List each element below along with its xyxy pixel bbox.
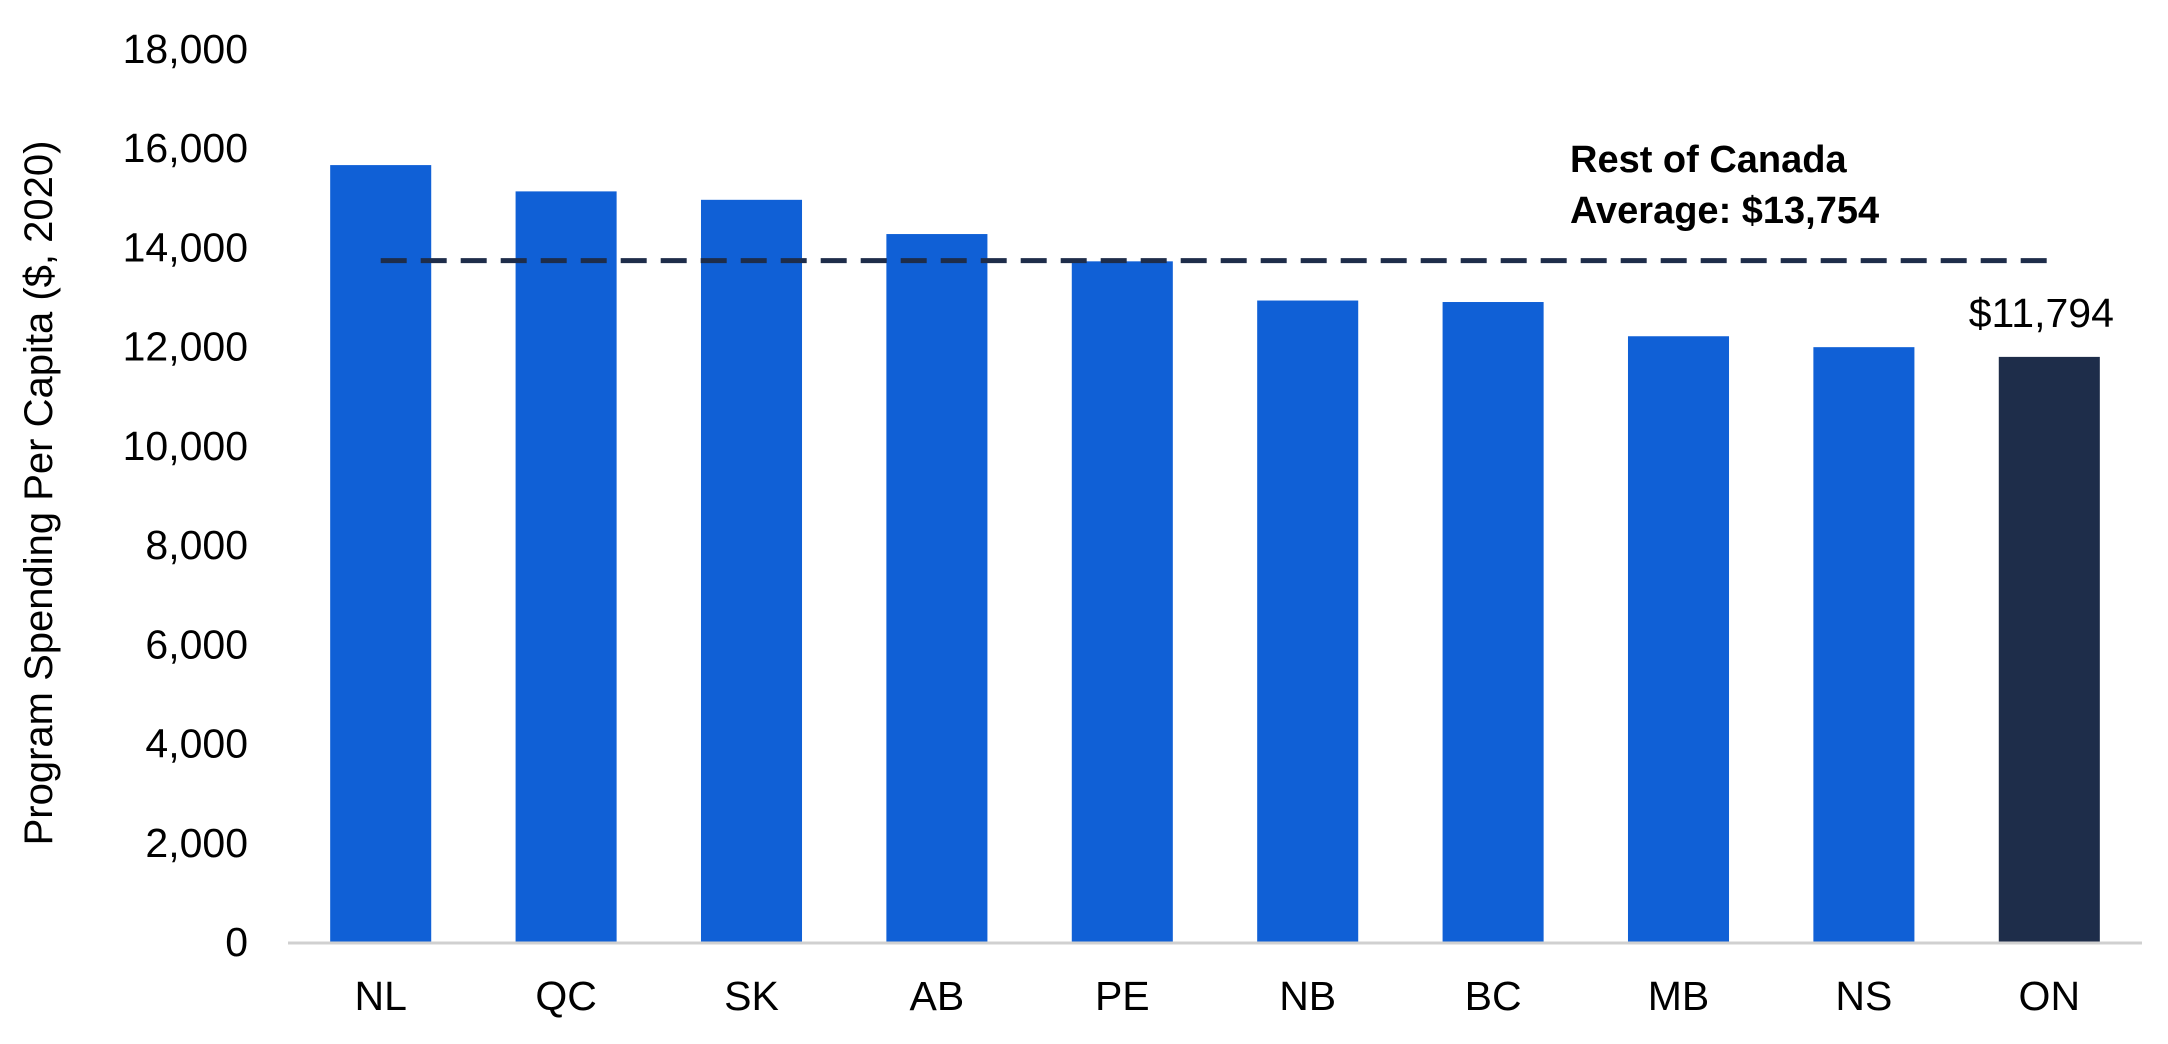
bar-ab — [886, 234, 988, 942]
x-tick-label: SK — [724, 973, 779, 1019]
x-tick-label: NS — [1835, 973, 1892, 1019]
x-tick-label: MB — [1648, 973, 1710, 1019]
y-tick-label: 8,000 — [145, 522, 248, 568]
y-tick-label: 12,000 — [123, 324, 248, 370]
y-axis-ticks: 0 2,000 4,000 6,000 8,000 10,000 12,000 14,000 1… — [123, 26, 248, 965]
y-tick-label: 4,000 — [145, 721, 248, 767]
bars — [330, 165, 2100, 943]
x-tick-label: BC — [1465, 973, 1522, 1019]
bar-bc — [1442, 302, 1544, 942]
bar-qc — [515, 191, 617, 942]
y-tick-label: 6,000 — [145, 621, 248, 667]
bar-mb — [1627, 336, 1730, 943]
bar-ns — [1813, 347, 1915, 942]
x-tick-label: QC — [535, 973, 597, 1019]
bar-on — [1998, 356, 2100, 942]
x-tick-label: ON — [2019, 973, 2081, 1019]
bar-nb — [1257, 300, 1359, 942]
reference-line-label-title: Rest of Canada — [1570, 139, 1847, 181]
y-axis-title: Program Spending Per Capita ($, 2020) — [17, 141, 61, 846]
bar-nl — [330, 165, 432, 943]
x-axis-ticks: NL QC SK AB PE NB BC MB NS ON — [354, 973, 2080, 1019]
y-tick-label: 10,000 — [123, 423, 248, 469]
reference-line-label-value: Average: $13,754 — [1570, 190, 1879, 232]
x-tick-label: NB — [1279, 973, 1336, 1019]
data-label-on: $11,794 — [1969, 290, 2114, 336]
x-tick-label: AB — [910, 973, 965, 1019]
x-tick-label: PE — [1095, 973, 1150, 1019]
y-axis-title-group: Program Spending Per Capita ($, 2020) — [17, 141, 61, 846]
y-tick-label: 18,000 — [123, 26, 248, 72]
bar-sk — [700, 199, 803, 943]
data-labels: $11,794 — [1969, 290, 2114, 336]
y-tick-label: 16,000 — [123, 125, 248, 171]
y-tick-label: 2,000 — [145, 820, 248, 866]
y-tick-label: 14,000 — [123, 224, 248, 270]
bar-pe — [1071, 261, 1173, 942]
x-tick-label: NL — [354, 973, 406, 1019]
y-tick-label: 0 — [225, 919, 248, 965]
